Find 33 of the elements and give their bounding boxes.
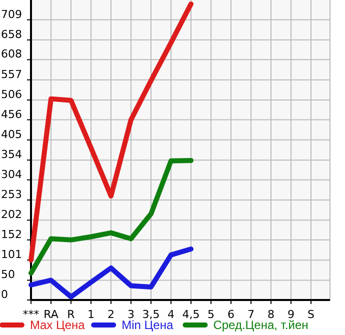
x-tick-label: S [308, 308, 315, 321]
x-tick-label: 5 [208, 308, 214, 321]
y-tick-label: 354 [1, 148, 22, 162]
legend-label: Сред.Цена, т.йен [213, 318, 308, 332]
legend-label: Min Цена [122, 318, 174, 332]
y-tick-label: 152 [1, 228, 22, 241]
x-tick-label: *** [22, 308, 40, 321]
y-tick-label: 405 [1, 128, 22, 141]
x-tick-label: 3 [128, 308, 134, 321]
x-tick-label: 3,5 [142, 308, 160, 321]
y-tick-label: 0 [1, 288, 8, 302]
legend-label: Max Цена [30, 318, 86, 332]
x-tick-label: 1 [88, 308, 94, 321]
y-tick-label: 658 [1, 28, 22, 41]
x-tick-label: 9 [288, 308, 294, 321]
x-tick-label: 8 [268, 308, 274, 321]
y-tick-label: 253 [1, 188, 22, 202]
y-tick-label: 709 [1, 8, 22, 21]
y-tick-label: 304 [1, 168, 22, 181]
y-tick-label: 608 [1, 48, 22, 61]
x-tick-label: R [67, 308, 76, 321]
y-tick-label: 557 [1, 68, 22, 81]
x-tick-label: 7 [248, 308, 254, 321]
x-tick-label: 2 [108, 308, 114, 321]
y-tick-label: 101 [1, 248, 22, 262]
x-tick-label: 4,5 [182, 308, 200, 321]
y-tick-label: 456 [1, 108, 22, 121]
x-tick-label: RA [44, 308, 59, 321]
y-tick-label: 202 [1, 208, 22, 222]
x-tick-label: 6 [228, 308, 234, 321]
y-tick-label: 50 [1, 268, 15, 282]
y-tick-label: 506 [1, 88, 22, 102]
x-tick-label: 4 [168, 308, 174, 321]
